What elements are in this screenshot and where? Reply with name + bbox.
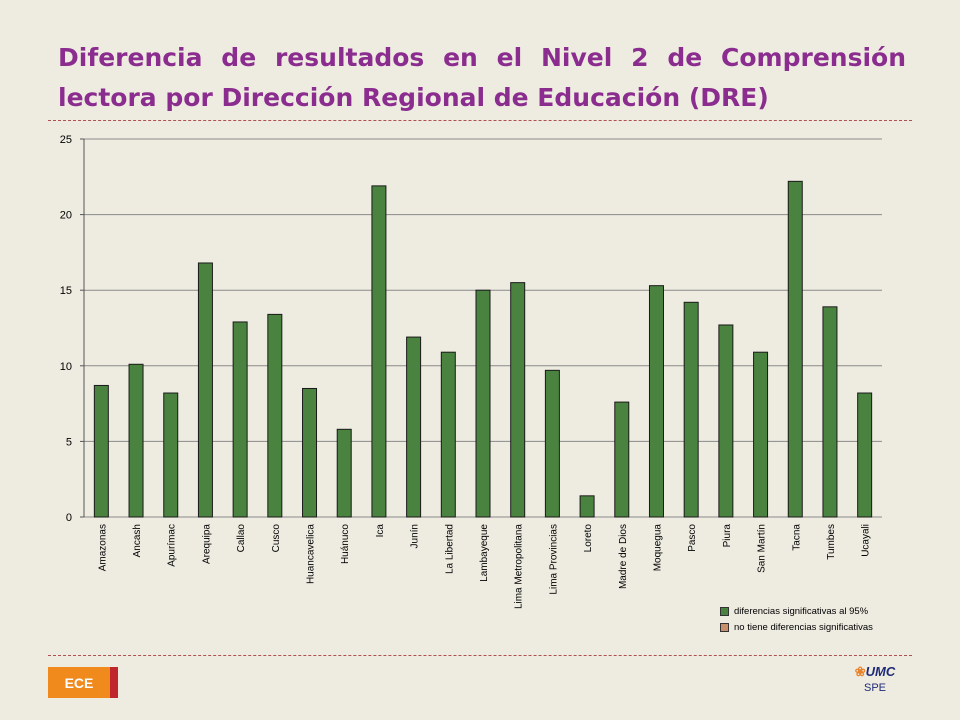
y-tick-label: 15 bbox=[60, 285, 72, 297]
x-tick-label: Lima Provincias bbox=[548, 524, 559, 595]
bar bbox=[475, 289, 491, 518]
x-tick-label: Callao bbox=[236, 524, 247, 553]
x-tick-label: Huancavelica bbox=[306, 524, 317, 584]
x-tick-label: Junín bbox=[410, 524, 421, 548]
y-axis: 0 5 10 15 20 25 bbox=[60, 134, 85, 524]
bar bbox=[648, 285, 664, 518]
x-tick-label: Cusco bbox=[271, 524, 282, 553]
x-tick-label: Amazonas bbox=[97, 524, 108, 571]
bar bbox=[232, 321, 248, 518]
legend-label-significant: diferencias significativas al 95% bbox=[734, 605, 869, 617]
bar bbox=[753, 351, 769, 518]
x-tick-label: Piura bbox=[722, 524, 733, 548]
bar bbox=[197, 262, 213, 518]
bar bbox=[614, 401, 630, 518]
x-tick-label: Lima Metropolitana bbox=[514, 524, 525, 609]
legend-item-significant: diferencias significativas al 95% bbox=[720, 603, 873, 619]
bar bbox=[128, 363, 144, 518]
bar bbox=[93, 384, 109, 518]
x-axis-labels: Amazonas Ancash Apurímac Arequipa Callao Cusc… bbox=[97, 524, 871, 609]
bar bbox=[302, 387, 318, 518]
legend-label-not-significant: no tiene diferencias significativas bbox=[734, 621, 873, 633]
x-tick-label: Loreto bbox=[583, 524, 594, 553]
x-tick-label: Lambayeque bbox=[479, 524, 490, 582]
bar bbox=[579, 495, 595, 518]
ece-badge-label: ECE bbox=[48, 667, 110, 698]
x-tick-label: Tacna bbox=[791, 524, 802, 551]
x-tick-label: San Martín bbox=[757, 524, 768, 573]
legend-swatch-significant bbox=[720, 606, 729, 616]
x-tick-label: La Libertad bbox=[444, 524, 455, 574]
x-tick-label: Arequipa bbox=[201, 524, 212, 564]
bar bbox=[510, 282, 526, 518]
y-tick-label: 5 bbox=[66, 436, 72, 448]
legend-item-not-significant: no tiene diferencias significativas bbox=[720, 619, 873, 635]
x-tick-label: Ucayali bbox=[861, 524, 872, 557]
y-tick-label: 10 bbox=[60, 361, 72, 373]
y-tick-label: 0 bbox=[66, 512, 72, 524]
x-tick-label: Madre de Dios bbox=[618, 524, 629, 589]
x-tick-label: Moquegua bbox=[652, 524, 663, 572]
umc-figure-icon: ❀ bbox=[854, 664, 866, 679]
x-tick-label: Tumbes bbox=[826, 524, 837, 560]
ece-badge-strip bbox=[110, 667, 118, 698]
x-tick-label: Apurímac bbox=[167, 524, 178, 567]
bar bbox=[371, 185, 387, 518]
bar bbox=[544, 369, 560, 518]
bar bbox=[822, 306, 838, 518]
slide-title: Diferencia de resultados en el Nivel 2 d… bbox=[58, 43, 906, 112]
x-tick-label: Ica bbox=[375, 524, 386, 538]
spe-label: SPE bbox=[863, 682, 886, 694]
umc-logo: ❀UMC SPE bbox=[850, 664, 900, 704]
bar-chart: 0 5 10 15 20 25 Amazonas Ancash Apurímac Arequip… bbox=[60, 134, 882, 609]
bar bbox=[336, 428, 352, 518]
ece-badge: ECE bbox=[48, 667, 118, 698]
umc-logo-text: UMC bbox=[865, 664, 896, 679]
x-tick-label: Huánuco bbox=[340, 524, 351, 564]
legend-swatch-not-significant bbox=[720, 622, 729, 632]
bottom-divider bbox=[48, 655, 912, 656]
top-divider bbox=[48, 120, 912, 121]
x-tick-label: Ancash bbox=[132, 524, 143, 557]
y-tick-label: 25 bbox=[60, 134, 72, 146]
bar bbox=[787, 180, 803, 518]
bar bbox=[683, 301, 699, 518]
y-tick-label: 20 bbox=[60, 210, 72, 222]
bar bbox=[163, 392, 179, 518]
bars bbox=[93, 180, 873, 518]
bar bbox=[406, 336, 422, 518]
bar bbox=[718, 324, 734, 518]
bar bbox=[857, 392, 873, 518]
chart-legend: diferencias significativas al 95% no tie… bbox=[720, 603, 873, 635]
x-tick-label: Pasco bbox=[687, 524, 698, 552]
bar bbox=[440, 351, 456, 518]
bar bbox=[267, 313, 283, 518]
